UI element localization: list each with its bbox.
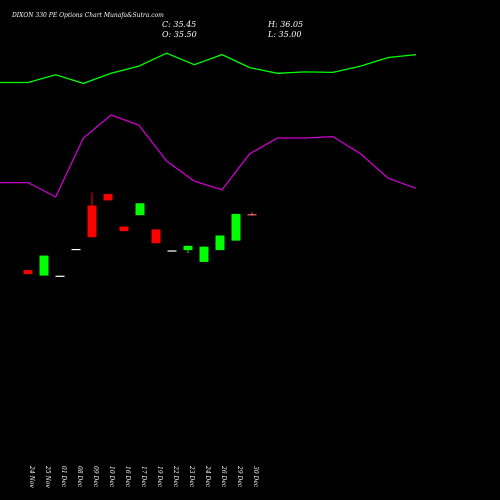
upper-indicator-line [0, 52, 417, 85]
high-value: H: 36.05 [268, 20, 304, 29]
x-tick-label: 26 Dec [220, 465, 227, 488]
x-tick-label: 23 Dec [188, 465, 195, 488]
x-tick-label: 09 Dec [92, 466, 99, 488]
candle-body-6 [119, 226, 129, 232]
x-tick-label: 22 Dec [172, 465, 179, 488]
lower-indicator-line [0, 114, 417, 198]
x-tick-label: 25 Nov [44, 465, 51, 488]
x-tick-label: 16 Dec [124, 466, 131, 488]
candle-body-9 [167, 250, 177, 252]
candle-body-1 [39, 255, 49, 276]
candles-group [23, 192, 257, 277]
candle-body-7 [135, 203, 145, 216]
x-tick-label: 24 Nov [28, 465, 35, 488]
x-tick-label: 08 Dec [76, 466, 83, 488]
candle-body-4 [87, 205, 97, 238]
low-value: L: 35.00 [268, 30, 302, 39]
x-tick-label: 29 Dec [236, 465, 243, 488]
x-tick-label: 01 Dec [60, 466, 67, 488]
candle-body-12 [215, 235, 225, 251]
candle-body-3 [71, 248, 81, 251]
candle-body-13 [231, 213, 241, 241]
candle-body-2 [55, 275, 65, 277]
x-tick-label: 24 Dec [204, 465, 211, 488]
x-tick-label: 10 Dec [108, 466, 115, 488]
x-tick-label: 30 Dec [252, 466, 259, 488]
candle-body-10 [183, 245, 193, 251]
candle-body-14 [247, 214, 257, 216]
x-tick-label: 17 Dec [140, 466, 147, 488]
close-value: C: 35.45 [162, 20, 197, 29]
x-axis-labels: 24 Nov 25 Nov 01 Dec 08 Dec 09 Dec 10 Dec 16 D… [28, 465, 259, 488]
x-tick-label: 19 Dec [156, 466, 163, 488]
candle-body-8 [151, 229, 161, 244]
candle-body-11 [199, 246, 209, 262]
candle-body-5 [103, 194, 113, 201]
chart-title: DIXON 330 PE Options Chart Munafa&Sutra.… [12, 12, 164, 19]
candle-body-0 [23, 270, 33, 275]
open-value: O: 35.50 [162, 30, 197, 39]
